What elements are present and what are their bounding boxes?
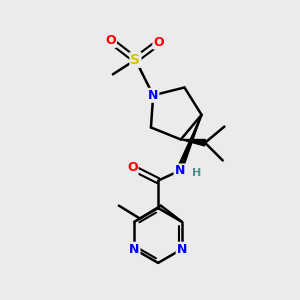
Text: O: O — [105, 34, 116, 47]
Polygon shape — [176, 115, 202, 172]
Text: N: N — [148, 89, 158, 102]
Text: O: O — [127, 161, 138, 174]
Text: S: S — [130, 53, 140, 67]
Text: H: H — [192, 168, 201, 178]
Polygon shape — [181, 140, 206, 146]
Text: N: N — [129, 243, 140, 256]
Text: N: N — [175, 164, 185, 178]
Text: N: N — [177, 243, 187, 256]
Text: O: O — [153, 36, 164, 49]
